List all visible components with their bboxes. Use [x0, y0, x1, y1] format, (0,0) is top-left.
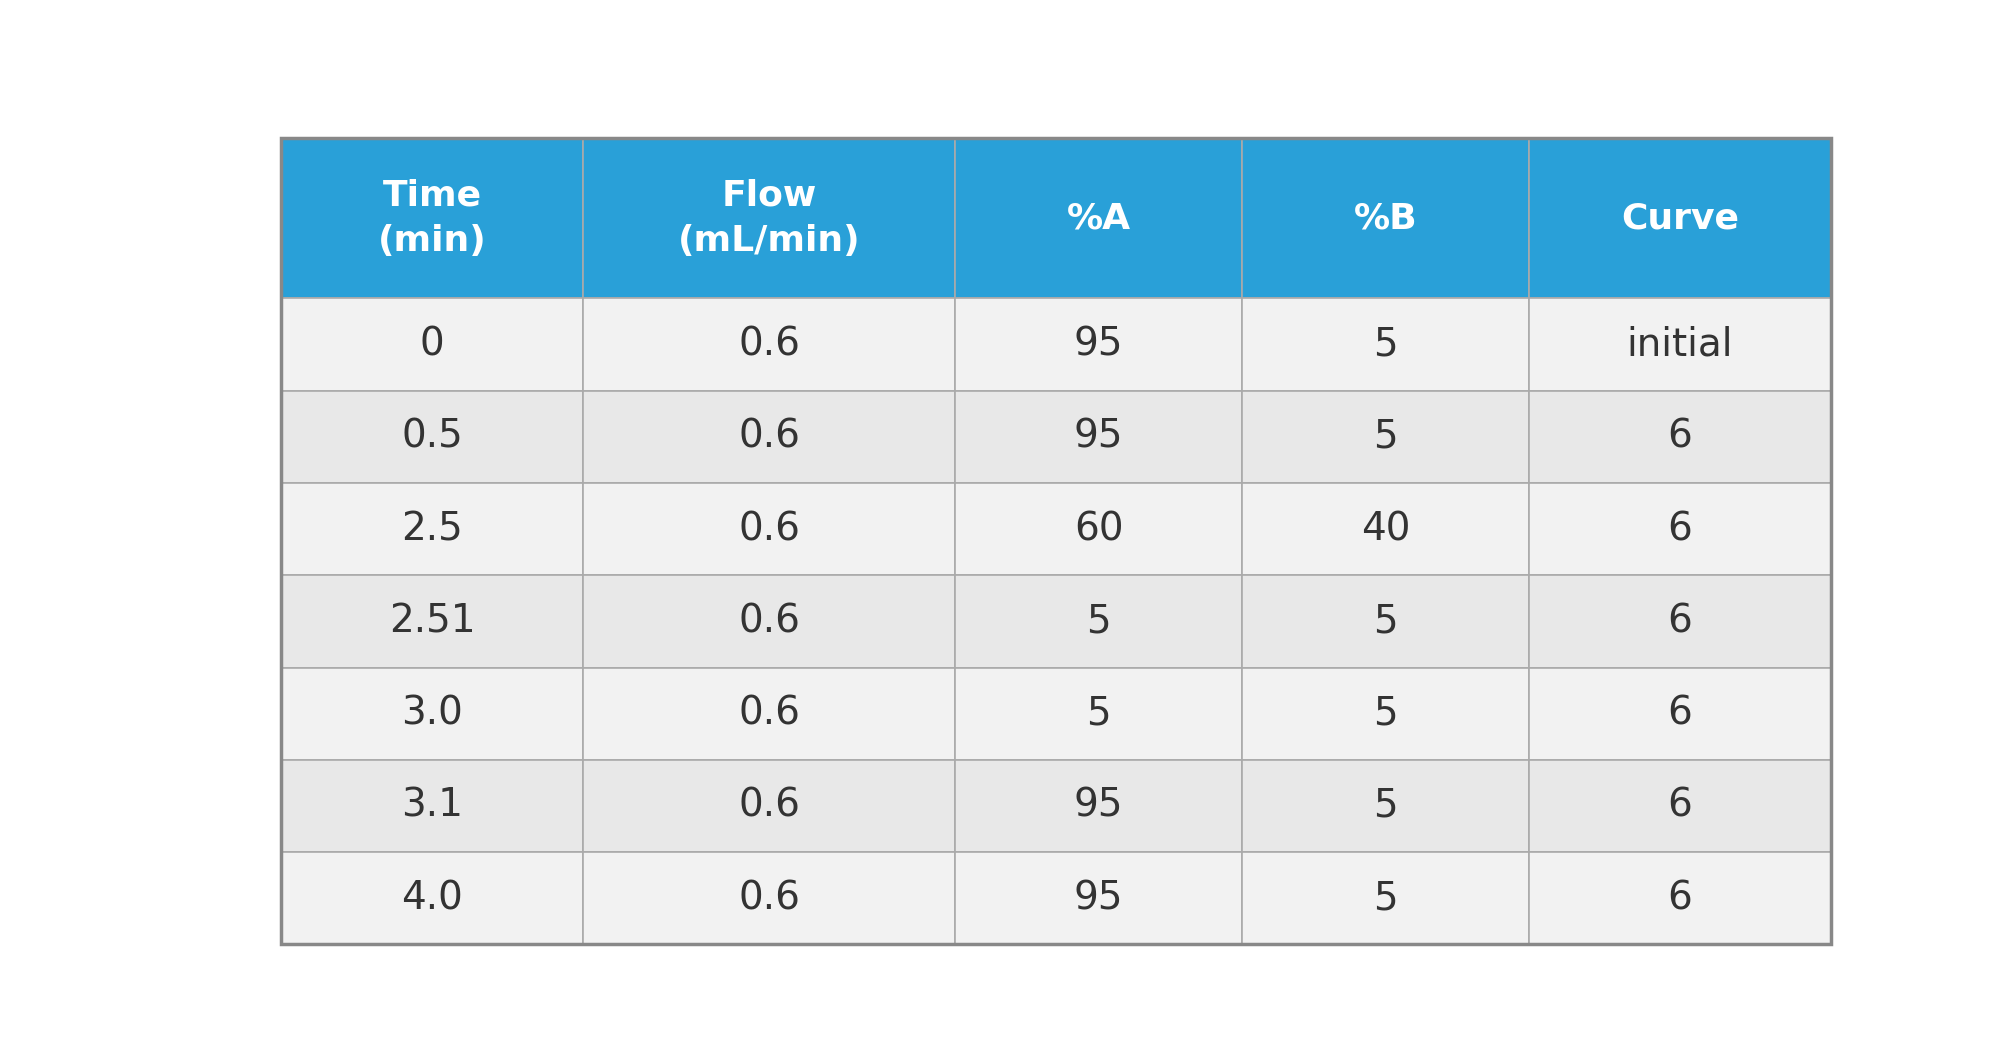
Bar	[584, 391, 956, 483]
Text: 6: 6	[1668, 510, 1692, 549]
Text: %A: %A	[1066, 202, 1130, 235]
Text: 6: 6	[1668, 787, 1692, 825]
Bar	[1242, 852, 1528, 944]
Bar	[1528, 575, 1832, 667]
Text: 5: 5	[1374, 880, 1398, 918]
Text: 0.6: 0.6	[738, 418, 800, 456]
Bar	[1242, 298, 1528, 391]
Text: 95: 95	[1074, 418, 1124, 456]
Text: 40: 40	[1360, 510, 1410, 549]
Bar	[956, 298, 1242, 391]
Text: 0.6: 0.6	[738, 695, 800, 733]
Bar	[280, 575, 584, 667]
Text: 95: 95	[1074, 787, 1124, 825]
Bar	[956, 852, 1242, 944]
Bar	[584, 139, 956, 298]
Bar	[1528, 298, 1832, 391]
Bar	[280, 852, 584, 944]
Bar	[956, 483, 1242, 575]
Bar	[1528, 483, 1832, 575]
Bar	[1528, 139, 1832, 298]
Bar	[280, 298, 584, 391]
Bar	[1242, 667, 1528, 760]
Text: 4.0: 4.0	[402, 880, 464, 918]
Text: 0.6: 0.6	[738, 602, 800, 640]
Text: 6: 6	[1668, 880, 1692, 918]
Bar	[280, 391, 584, 483]
Text: 5: 5	[1374, 326, 1398, 364]
Bar	[956, 760, 1242, 852]
Bar	[1528, 667, 1832, 760]
Bar	[584, 298, 956, 391]
Text: 6: 6	[1668, 418, 1692, 456]
Text: 6: 6	[1668, 695, 1692, 733]
Bar	[584, 483, 956, 575]
Text: Curve: Curve	[1620, 202, 1738, 235]
Bar	[280, 139, 584, 298]
Bar	[1242, 139, 1528, 298]
Text: Time
(min): Time (min)	[378, 179, 486, 257]
Text: 6: 6	[1668, 602, 1692, 640]
Text: 5: 5	[1374, 602, 1398, 640]
Bar	[1242, 575, 1528, 667]
Text: 3.0: 3.0	[402, 695, 464, 733]
Bar	[280, 667, 584, 760]
Bar	[1528, 760, 1832, 852]
Text: 5: 5	[1374, 695, 1398, 733]
Bar	[1528, 852, 1832, 944]
Bar	[1242, 760, 1528, 852]
Text: 60: 60	[1074, 510, 1124, 549]
Bar	[280, 760, 584, 852]
Text: 5: 5	[1086, 602, 1110, 640]
Bar	[956, 667, 1242, 760]
Text: 0.6: 0.6	[738, 787, 800, 825]
Bar	[584, 852, 956, 944]
Text: 95: 95	[1074, 880, 1124, 918]
Text: 0: 0	[420, 326, 444, 364]
Bar	[280, 483, 584, 575]
Text: 2.51: 2.51	[388, 602, 476, 640]
Text: 3.1: 3.1	[402, 787, 464, 825]
Bar	[956, 391, 1242, 483]
Text: initial: initial	[1626, 326, 1734, 364]
Text: 2.5: 2.5	[402, 510, 464, 549]
Text: 0.6: 0.6	[738, 880, 800, 918]
Text: 0.5: 0.5	[402, 418, 464, 456]
Bar	[956, 575, 1242, 667]
Bar	[584, 760, 956, 852]
Text: 0.6: 0.6	[738, 326, 800, 364]
Text: 5: 5	[1374, 787, 1398, 825]
Bar	[1242, 483, 1528, 575]
Text: Flow
(mL/min): Flow (mL/min)	[678, 179, 860, 257]
Bar	[956, 139, 1242, 298]
Bar	[584, 667, 956, 760]
Text: 95: 95	[1074, 326, 1124, 364]
Bar	[1242, 391, 1528, 483]
Bar	[584, 575, 956, 667]
Text: 0.6: 0.6	[738, 510, 800, 549]
Text: 5: 5	[1374, 418, 1398, 456]
Text: 5: 5	[1086, 695, 1110, 733]
Bar	[1528, 391, 1832, 483]
Text: %B: %B	[1354, 202, 1418, 235]
